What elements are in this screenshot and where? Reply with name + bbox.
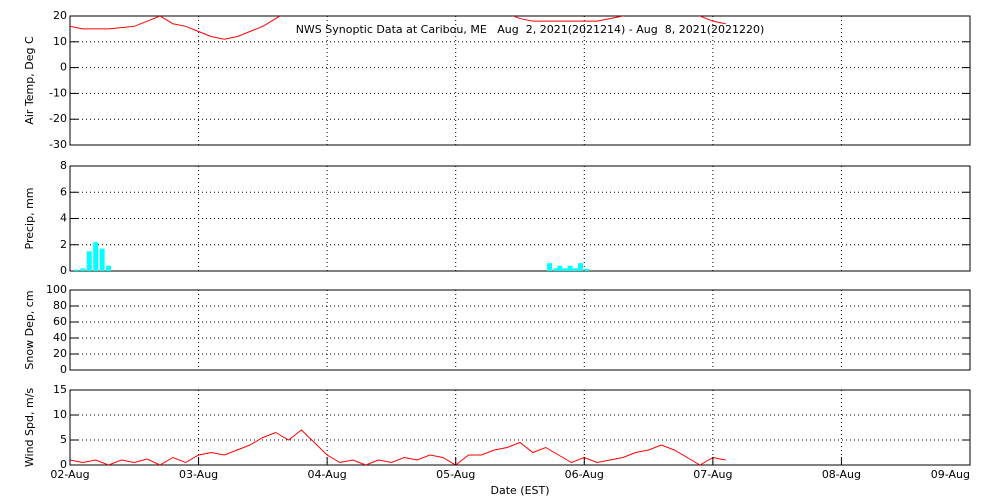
x-tick-label: 03-Aug <box>179 468 218 481</box>
panel-frame <box>69 15 971 146</box>
y-tick-label: 80 <box>53 299 67 312</box>
x-tick-label: 04-Aug <box>308 468 347 481</box>
chart-title: NWS Synoptic Data at Caribou, ME Aug 2, … <box>296 23 765 36</box>
line <box>70 429 726 465</box>
y-tick-label: 100 <box>46 283 67 296</box>
y-tick-label: -30 <box>49 138 67 151</box>
x-tick-label: 02-Aug <box>50 468 89 481</box>
plot <box>70 16 726 40</box>
bar <box>106 265 112 271</box>
y-tick-label: 8 <box>60 159 67 172</box>
bar <box>99 248 105 271</box>
y-tick-label: 0 <box>60 363 67 376</box>
x-tick-label: 08-Aug <box>822 468 861 481</box>
y-tick-label: 2 <box>60 238 67 251</box>
bar <box>553 268 559 271</box>
bar <box>86 251 92 271</box>
y-tick-label: 20 <box>53 347 67 360</box>
y-tick-label: 60 <box>53 315 67 328</box>
plot <box>70 429 726 465</box>
y-axis-label: Snow Dep, cm <box>23 290 36 369</box>
y-tick-label: 4 <box>60 212 67 225</box>
y-tick-label: 0 <box>60 61 67 74</box>
y-tick-label: 0 <box>60 458 67 471</box>
line <box>70 16 726 40</box>
x-tick-label: 05-Aug <box>436 468 475 481</box>
bar <box>93 242 99 271</box>
y-tick-label: 5 <box>60 433 67 446</box>
panel-frame <box>69 389 971 466</box>
bar <box>567 265 573 271</box>
plot <box>73 242 590 271</box>
bar <box>73 269 79 271</box>
y-axis-label: Precip, mm <box>23 188 36 250</box>
bar <box>584 269 590 271</box>
y-tick-label: 0 <box>60 264 67 277</box>
y-tick-label: -20 <box>49 112 67 125</box>
bar <box>80 268 86 271</box>
y-tick-label: 20 <box>53 9 67 22</box>
y-tick-label: 10 <box>53 35 67 48</box>
x-tick-label: 07-Aug <box>693 468 732 481</box>
panel-frame <box>69 165 971 272</box>
bar <box>547 263 553 271</box>
x-axis-label: Date (EST) <box>490 484 549 497</box>
y-tick-label: 40 <box>53 331 67 344</box>
x-tick-label: 06-Aug <box>565 468 604 481</box>
y-tick-label: 10 <box>53 408 67 421</box>
y-tick-label: -10 <box>49 86 67 99</box>
bar <box>577 263 583 271</box>
y-axis-label: Air Temp, Deg C <box>23 36 36 125</box>
y-tick-label: 6 <box>60 185 67 198</box>
bar <box>562 268 568 271</box>
bar <box>572 268 578 271</box>
x-tick-label: 09-Aug <box>931 468 970 481</box>
y-tick-label: 15 <box>53 383 67 396</box>
y-axis-label: Wind Spd, m/s <box>23 388 36 468</box>
bar <box>557 265 563 271</box>
panel-frame <box>69 289 971 371</box>
